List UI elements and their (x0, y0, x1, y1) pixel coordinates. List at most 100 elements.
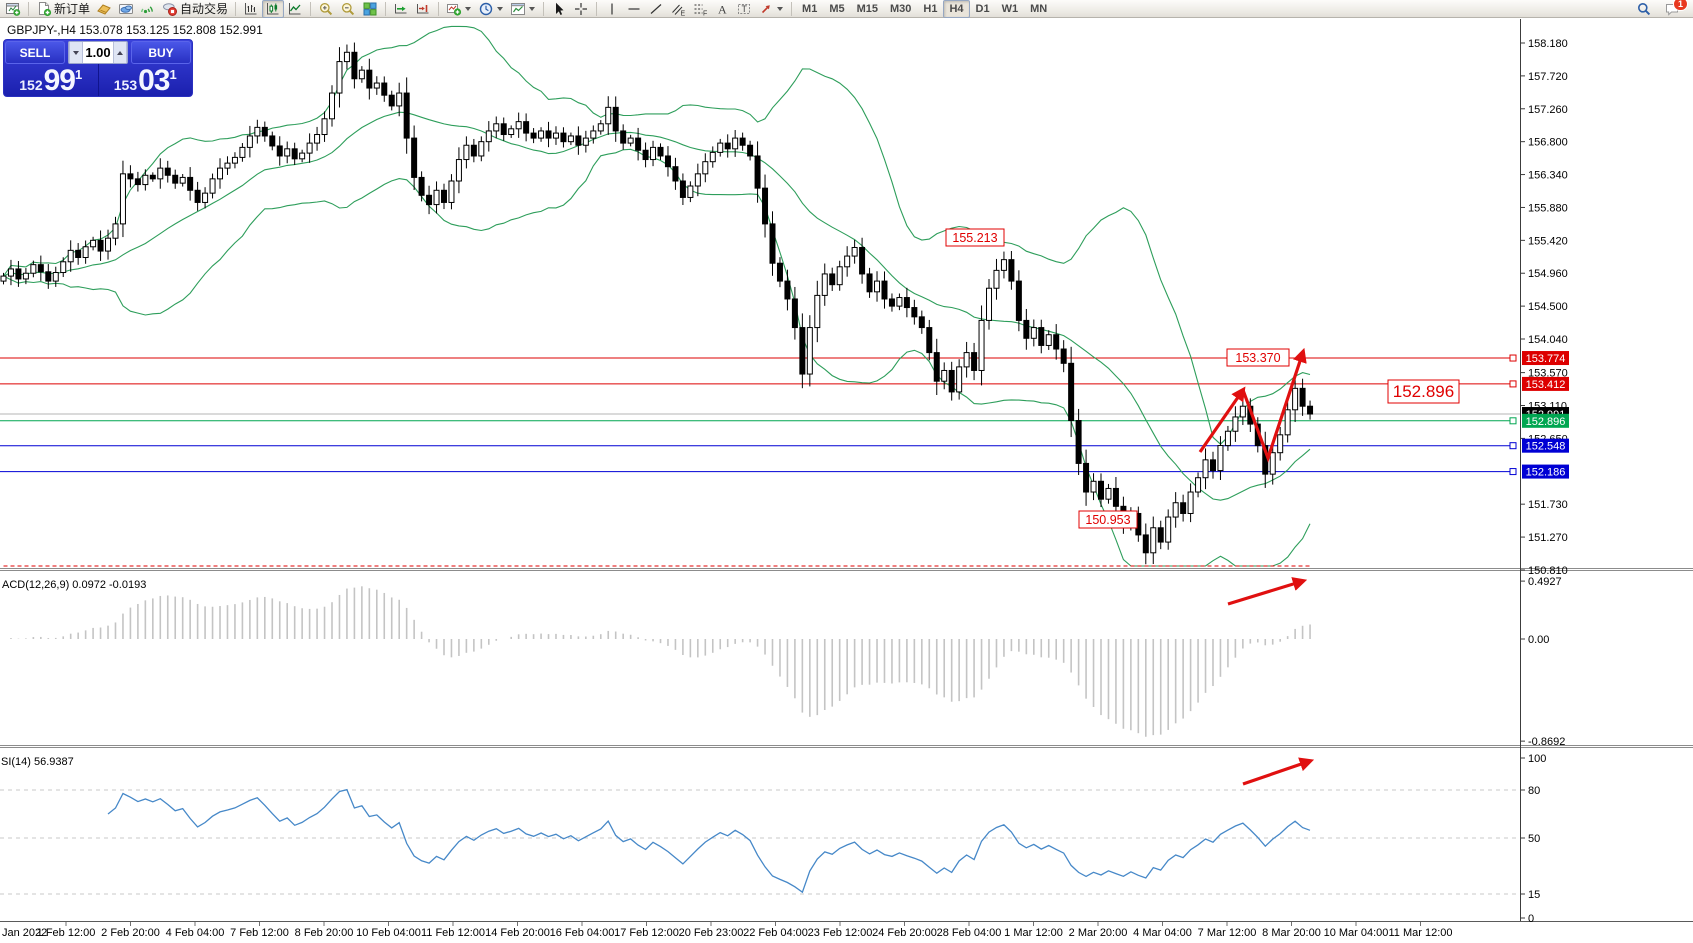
autotrading-button[interactable]: 自动交易 (159, 0, 231, 18)
label-icon: T (738, 3, 751, 14)
time-tick-label: 16 Feb 04:00 (550, 927, 615, 939)
channel-button[interactable]: E (667, 0, 689, 18)
signals-button[interactable] (137, 0, 159, 18)
price-callouts[interactable]: 155.213 153.370 150.953 152.896 (945, 228, 1460, 529)
chart-shift-button[interactable] (412, 0, 434, 18)
price-tick-label: 157.260 (1528, 104, 1568, 116)
tile-windows-button[interactable] (359, 0, 381, 18)
template-button[interactable] (507, 0, 539, 18)
timeframe-d1-button[interactable]: D1 (970, 0, 996, 18)
trend-arrows[interactable] (1198, 347, 1315, 786)
timeframe-m15-button[interactable]: M15 (851, 0, 884, 18)
timeframe-h1-button[interactable]: H1 (917, 0, 943, 18)
template-icon (511, 2, 526, 15)
svg-text:150.953: 150.953 (1085, 513, 1130, 527)
time-tick-label: 22 Feb 04:00 (743, 927, 808, 939)
rsi-axis-label: 15 (1528, 889, 1540, 901)
new-chart-button[interactable] (2, 0, 24, 18)
indicators-button[interactable] (443, 0, 475, 18)
price-tag-153.412[interactable] (1522, 376, 1569, 391)
label-button[interactable]: T (733, 0, 755, 18)
text-icon: A (718, 2, 727, 16)
time-tick-label: 23 Feb 12:00 (808, 927, 873, 939)
horizontal-lines[interactable] (0, 357, 1520, 473)
navigator-button[interactable] (115, 0, 137, 18)
trend-arrow-price[interactable] (1241, 347, 1307, 463)
fibonacci-icon: F (694, 4, 707, 17)
new-order-icon (39, 1, 52, 16)
sell-button[interactable]: SELL (5, 41, 65, 64)
trend-arrow-rsi[interactable] (1242, 757, 1315, 786)
candle-chart-icon (267, 2, 279, 14)
search-button[interactable] (1633, 0, 1655, 18)
bollinger-middle (3, 111, 1311, 501)
callout-155.213[interactable] (945, 228, 1005, 247)
price-tick-label: 157.720 (1528, 71, 1568, 83)
bar-chart-button[interactable] (240, 0, 262, 18)
timeframe-m5-button[interactable]: M5 (823, 0, 850, 18)
line-chart-button[interactable] (284, 0, 306, 18)
callout-150.953[interactable] (1078, 510, 1138, 529)
candle-chart-button[interactable] (262, 0, 285, 18)
spin-down-icon (73, 50, 79, 55)
price-tag-152.896[interactable] (1522, 413, 1569, 428)
timeframe-label: M30 (890, 2, 912, 15)
indicators-icon (447, 3, 462, 16)
chat-button[interactable]: 1 (1661, 0, 1688, 18)
periods-icon (479, 2, 493, 15)
timeframe-m30-button[interactable]: M30 (884, 0, 917, 18)
price-tag-152.186[interactable] (1522, 464, 1569, 479)
zoom-in-button[interactable] (315, 0, 337, 18)
price-tick-label: 154.960 (1528, 268, 1568, 280)
periods-button[interactable] (475, 0, 507, 18)
cursor-button[interactable] (548, 0, 570, 18)
timeframe-m1-button[interactable]: M1 (796, 0, 823, 18)
text-button[interactable]: A (711, 0, 733, 18)
rsi-panel (107, 788, 1311, 894)
timeframe-mn-button[interactable]: MN (1024, 0, 1053, 18)
arrows-button[interactable] (755, 0, 787, 18)
crosshair-button[interactable] (570, 0, 592, 18)
market-watch-button[interactable] (93, 0, 115, 18)
buy-button[interactable]: BUY (131, 41, 191, 64)
new-order-button[interactable]: 新订单 (33, 0, 93, 18)
rsi-line (107, 788, 1311, 894)
callout-153.370[interactable] (1226, 348, 1290, 367)
trendline-icon (650, 3, 662, 14)
vline-button[interactable] (601, 0, 623, 18)
svg-text:152.548: 152.548 (1526, 441, 1566, 453)
hline-button[interactable] (623, 0, 645, 18)
callout-152.896[interactable] (1387, 379, 1460, 404)
volume-increase-button[interactable] (113, 42, 127, 63)
line-chart-icon (289, 2, 301, 14)
panel-frame (0, 19, 1693, 922)
buy-price[interactable]: 153 03 1 (99, 64, 193, 96)
arrows-icon (761, 4, 770, 13)
trend-arrow-price[interactable] (1198, 386, 1246, 453)
fibonacci-button[interactable]: F (689, 0, 711, 18)
trendline-button[interactable] (645, 0, 667, 18)
timeframe-label: MN (1030, 2, 1048, 15)
timeframe-h4-button[interactable]: H4 (943, 0, 970, 18)
chevron-down-icon (529, 6, 536, 11)
auto-scroll-button[interactable] (390, 0, 412, 18)
sell-price[interactable]: 152 99 1 (4, 64, 98, 96)
zoom-out-button[interactable] (337, 0, 359, 18)
trend-arrow-macd[interactable] (1227, 577, 1308, 606)
timeframe-w1-button[interactable]: W1 (996, 0, 1025, 18)
spin-up-icon (117, 50, 123, 55)
price-tag-153.774[interactable] (1522, 351, 1569, 366)
toolbar-separator (385, 1, 387, 16)
time-tick-label: 10 Mar 04:00 (1324, 927, 1389, 939)
volume-decrease-button[interactable] (69, 42, 83, 63)
price-tag-152.548[interactable] (1522, 438, 1569, 453)
svg-text:155.213: 155.213 (952, 231, 997, 245)
price-tick-label: 155.880 (1528, 202, 1568, 214)
price-tick-label: 150.810 (1528, 565, 1568, 577)
volume-input[interactable]: 1.00 (85, 45, 111, 60)
time-tick-label: 11 Feb 12:00 (421, 927, 485, 939)
price-tags[interactable]: 153.774153.412152.991152.896152.548152.1… (1509, 351, 1569, 479)
